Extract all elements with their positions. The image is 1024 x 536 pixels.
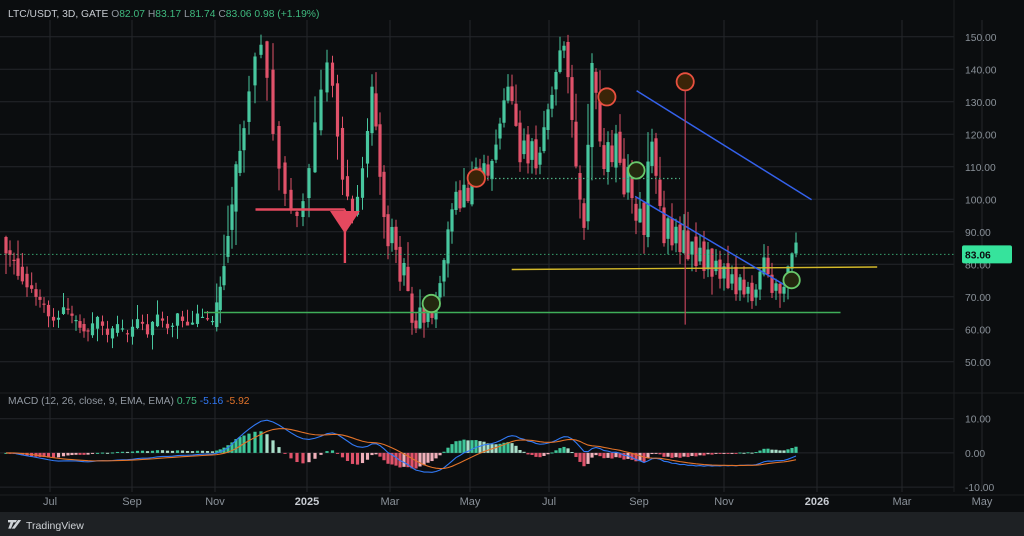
svg-text:Mar: Mar bbox=[893, 496, 912, 508]
svg-text:May: May bbox=[972, 496, 993, 508]
svg-text:130.00: 130.00 bbox=[965, 98, 997, 109]
svg-text:Jul: Jul bbox=[542, 496, 556, 508]
svg-text:2026: 2026 bbox=[805, 496, 829, 508]
svg-text:70.00: 70.00 bbox=[965, 293, 991, 304]
svg-text:50.00: 50.00 bbox=[965, 358, 991, 369]
svg-text:-10.00: -10.00 bbox=[965, 483, 994, 494]
svg-text:10.00: 10.00 bbox=[965, 415, 991, 426]
svg-text:60.00: 60.00 bbox=[965, 325, 991, 336]
svg-text:110.00: 110.00 bbox=[965, 163, 996, 174]
svg-text:140.00: 140.00 bbox=[965, 65, 997, 76]
svg-text:0.00: 0.00 bbox=[965, 449, 985, 460]
svg-text:MACD (12, 26, close, 9, EMA, E: MACD (12, 26, close, 9, EMA, EMA) 0.75 -… bbox=[8, 396, 250, 407]
svg-text:Nov: Nov bbox=[714, 496, 734, 508]
svg-text:LTC/USDT, 3D, GATE O82.07 H8: LTC/USDT, 3D, GATE O82.07 H83.17 L81.74 … bbox=[8, 9, 319, 20]
svg-text:TradingView: TradingView bbox=[26, 520, 84, 532]
svg-text:90.00: 90.00 bbox=[965, 228, 991, 239]
svg-text:Jul: Jul bbox=[43, 496, 57, 508]
svg-text:Mar: Mar bbox=[381, 496, 400, 508]
svg-text:Sep: Sep bbox=[122, 496, 142, 508]
svg-text:May: May bbox=[460, 496, 481, 508]
svg-text:2025: 2025 bbox=[295, 496, 319, 508]
svg-text:Sep: Sep bbox=[629, 496, 649, 508]
svg-text:150.00: 150.00 bbox=[965, 33, 997, 44]
svg-text:Nov: Nov bbox=[205, 496, 225, 508]
svg-text:120.00: 120.00 bbox=[965, 130, 997, 141]
svg-text:100.00: 100.00 bbox=[965, 195, 997, 206]
svg-text:83.06: 83.06 bbox=[965, 250, 991, 261]
